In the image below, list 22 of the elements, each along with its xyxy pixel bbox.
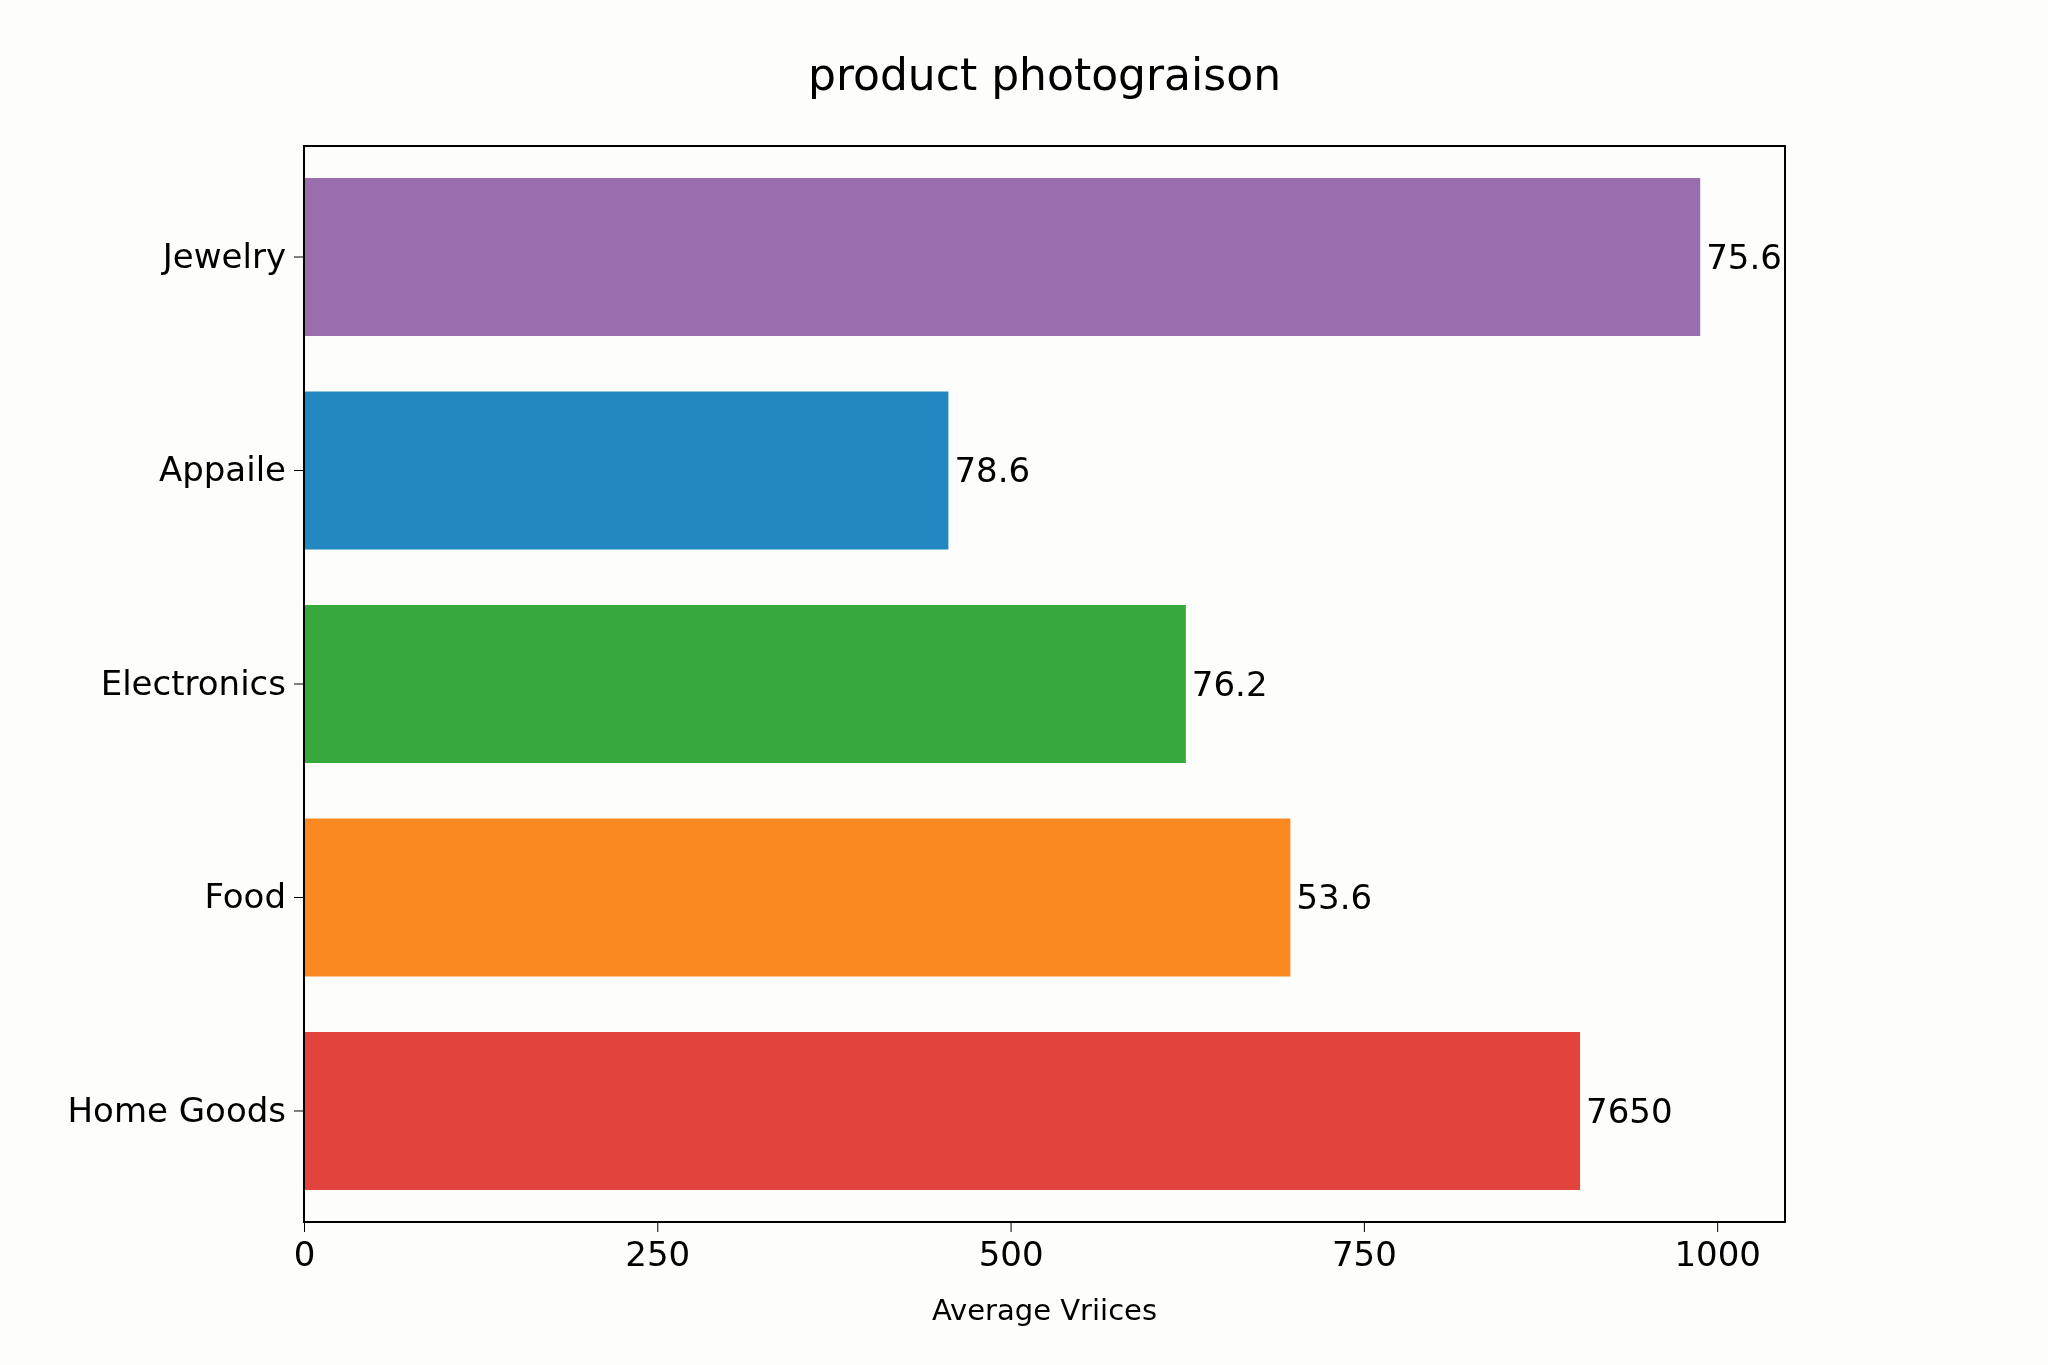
annotation: 75.6 [1706,236,1782,277]
bar [304,1031,1581,1190]
x-tick-label: 500 [978,1234,1044,1275]
bar [304,605,1186,763]
x-tick-label: 1000 [1674,1234,1761,1275]
annotation: 7650 [1586,1090,1673,1131]
x-tick-label: 250 [625,1234,691,1275]
y-tick-label: Appaile [158,449,286,490]
y-tick-label: Home Goods [67,1089,286,1130]
bar [304,818,1291,977]
chart-title: product photograison [807,49,1282,100]
y-tick-label: Food [204,876,286,917]
y-tick-label: Electronics [100,662,286,703]
bar [304,391,949,550]
y-tick-label: Jewelry [160,235,286,276]
annotation: 53.6 [1296,877,1373,918]
x-tick-label: 0 [293,1234,316,1275]
bar [304,178,1701,337]
annotation: 78.6 [954,450,1031,491]
x-tick-label: 750 [1331,1234,1397,1275]
x-axis-title: Average Vriices [931,1293,1158,1327]
annotation: 76.2 [1191,663,1268,704]
